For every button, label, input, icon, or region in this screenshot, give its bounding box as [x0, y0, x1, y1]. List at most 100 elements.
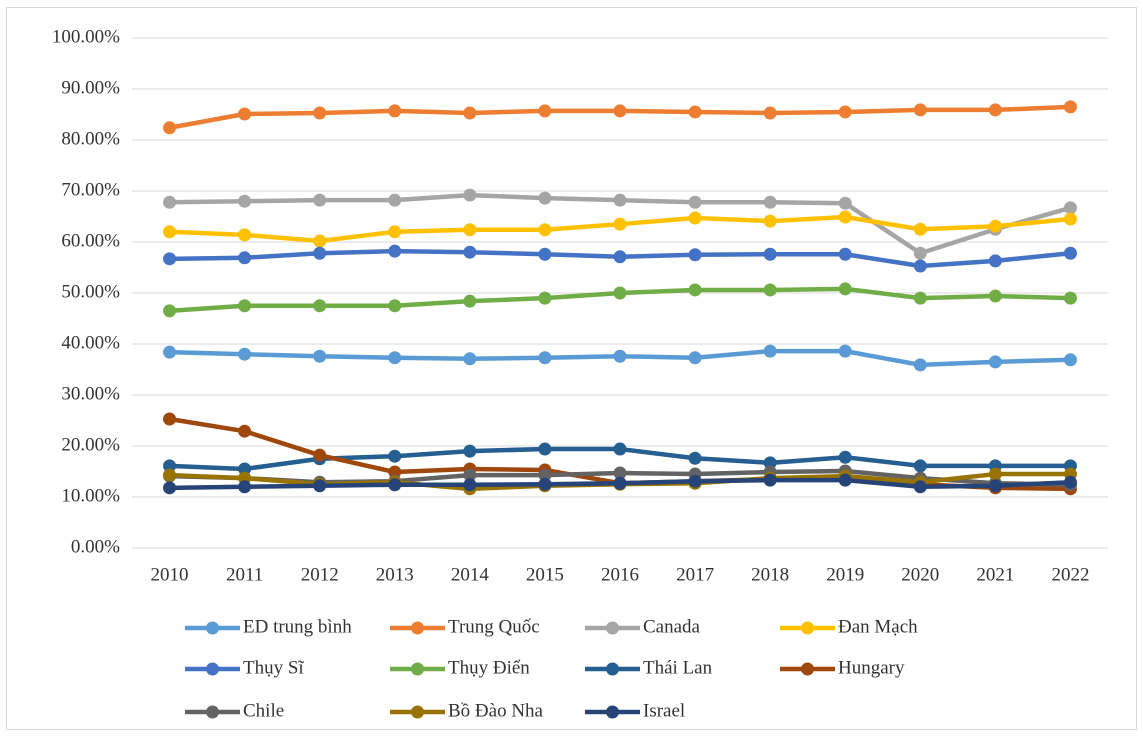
legend-label: Trung Quốc: [448, 616, 540, 637]
point: [838, 282, 852, 296]
legend-marker: [411, 662, 424, 676]
point: [1063, 212, 1077, 226]
point: [163, 225, 177, 239]
point: [913, 222, 927, 236]
point: [988, 219, 1002, 233]
point: [313, 349, 327, 363]
point: [763, 247, 777, 261]
point: [613, 217, 627, 231]
point: [988, 103, 1002, 117]
point: [313, 299, 327, 313]
legend-marker: [801, 662, 814, 676]
point: [913, 459, 927, 473]
point: [913, 291, 927, 305]
point: [688, 195, 702, 209]
point: [463, 444, 477, 458]
y-tick-label: 80.00%: [61, 128, 120, 149]
point: [1063, 100, 1077, 114]
point: [238, 251, 252, 265]
point: [838, 344, 852, 358]
point: [613, 349, 627, 363]
x-tick-label: 2014: [451, 564, 490, 585]
point: [238, 107, 252, 121]
point: [988, 355, 1002, 369]
point: [688, 474, 702, 488]
point: [388, 225, 402, 239]
point: [1063, 201, 1077, 215]
point: [463, 188, 477, 202]
point: [163, 304, 177, 318]
point: [838, 196, 852, 210]
point: [163, 481, 177, 495]
point: [463, 106, 477, 120]
point: [238, 462, 252, 476]
legend-marker: [206, 662, 219, 676]
x-tick-label: 2017: [676, 564, 714, 585]
point: [388, 465, 402, 479]
legend-marker: [411, 705, 424, 719]
point: [838, 450, 852, 464]
point: [463, 294, 477, 308]
point: [1063, 475, 1077, 489]
point: [313, 106, 327, 120]
y-tick-label: 40.00%: [61, 332, 120, 353]
chart-border: [6, 7, 1137, 730]
legend-label: Thụy Điển: [448, 657, 530, 678]
point: [913, 358, 927, 372]
point: [688, 283, 702, 297]
x-tick-label: 2021: [976, 564, 1014, 585]
legend-marker: [606, 662, 619, 676]
legend-label: Bồ Đào Nha: [448, 700, 544, 721]
point: [988, 289, 1002, 303]
point: [463, 468, 477, 482]
point: [613, 286, 627, 300]
legend-label: ED trung bình: [243, 616, 352, 637]
point: [838, 247, 852, 261]
x-tick-label: 2019: [826, 564, 864, 585]
point: [688, 248, 702, 262]
point: [613, 193, 627, 207]
point: [163, 468, 177, 482]
point: [538, 468, 552, 482]
y-tick-label: 90.00%: [61, 77, 120, 98]
y-tick-label: 70.00%: [61, 179, 120, 200]
point: [913, 480, 927, 494]
point: [988, 467, 1002, 481]
y-tick-label: 100.00%: [52, 26, 120, 47]
point: [538, 477, 552, 491]
point: [313, 246, 327, 260]
point: [238, 228, 252, 242]
point: [913, 246, 927, 260]
point: [913, 103, 927, 117]
point: [313, 479, 327, 493]
point: [688, 211, 702, 225]
y-tick-label: 0.00%: [71, 536, 120, 557]
point: [1063, 353, 1077, 367]
y-tick-label: 20.00%: [61, 434, 120, 455]
point: [688, 105, 702, 119]
point: [763, 283, 777, 297]
legend-marker: [206, 705, 219, 719]
point: [538, 191, 552, 205]
legend-label: Hungary: [838, 657, 905, 678]
point: [838, 210, 852, 224]
point: [388, 478, 402, 492]
point: [388, 449, 402, 463]
point: [238, 424, 252, 438]
point: [538, 291, 552, 305]
x-tick-label: 2022: [1051, 564, 1089, 585]
x-tick-label: 2020: [901, 564, 939, 585]
x-tick-label: 2016: [601, 564, 639, 585]
point: [163, 345, 177, 359]
point: [238, 299, 252, 313]
point: [538, 247, 552, 261]
point: [463, 223, 477, 237]
point: [988, 254, 1002, 268]
point: [388, 351, 402, 365]
point: [388, 193, 402, 207]
point: [838, 473, 852, 487]
point: [988, 479, 1002, 493]
point: [313, 234, 327, 248]
